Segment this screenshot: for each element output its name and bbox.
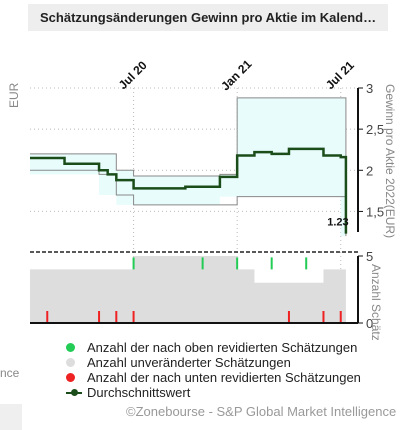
down-revision-mark	[339, 311, 342, 323]
y-tick-label: 2	[366, 163, 373, 178]
count-axis-title: Anzahl Schätzungen	[369, 264, 383, 340]
side-fragment: nce	[0, 366, 20, 380]
y-axis-title: Gewinn pro Aktie 2022(EUR)	[383, 84, 397, 238]
up-revision-mark	[305, 257, 308, 270]
last-value-label: 1.23	[327, 217, 348, 229]
chart: Jul 20 Jan 21 Jul 21 1.23 1,5 2 2,5 3 0 5 Gewinn p…	[7, 57, 397, 340]
count-tick-label: 0	[366, 316, 373, 331]
side-panel	[0, 404, 22, 430]
down-revision-mark	[287, 311, 290, 323]
x-tick-label: Jan 21	[218, 57, 255, 94]
x-tick-label: Jul 20	[116, 58, 150, 92]
down-revision-mark	[132, 311, 135, 323]
y-tick-label: 3	[366, 81, 373, 96]
x-tick-label: Jul 21	[323, 58, 357, 92]
legend-label-down: Anzahl der nach unten revidierten Schätz…	[87, 370, 361, 385]
unchanged-count-area	[30, 256, 346, 323]
down-revision-mark	[98, 311, 101, 323]
up-revision-mark	[270, 257, 273, 270]
y-tick-label: 1,5	[366, 204, 384, 219]
legend: Anzahl der nach oben revidierten Schätzu…	[66, 340, 361, 400]
estimate-range-band	[30, 97, 346, 237]
legend-marker-down	[66, 373, 75, 382]
legend-label-unchanged: Anzahl unveränderter Schätzungen	[87, 355, 291, 370]
down-revision-mark	[46, 311, 49, 323]
legend-label-up: Anzahl der nach oben revidierten Schätzu…	[87, 340, 358, 355]
legend-item-down: Anzahl der nach unten revidierten Schätz…	[66, 370, 361, 385]
legend-item-up: Anzahl der nach oben revidierten Schätzu…	[66, 340, 361, 355]
legend-item-unchanged: Anzahl unveränderter Schätzungen	[66, 355, 361, 370]
down-revision-mark	[322, 311, 325, 323]
up-revision-mark	[132, 257, 135, 270]
y-tick-label: 2,5	[366, 122, 384, 137]
left-unit-label: EUR	[7, 82, 21, 108]
legend-marker-unchanged	[66, 358, 75, 367]
up-revision-mark	[236, 257, 239, 270]
title-bar: Schätzungsänderungen Gewinn pro Aktie im…	[28, 4, 388, 31]
count-tick-label: 5	[366, 249, 373, 264]
legend-item-mean: Durchschnittswert	[66, 385, 361, 400]
credit: ©Zonebourse - S&P Global Market Intellig…	[126, 404, 397, 419]
series-mean-line	[30, 147, 348, 234]
legend-marker-up	[66, 343, 75, 352]
legend-marker-mean	[66, 388, 82, 397]
legend-label-mean: Durchschnittswert	[87, 385, 191, 400]
series-low-line	[30, 169, 347, 237]
down-revision-mark	[115, 311, 118, 323]
up-revision-mark	[201, 257, 204, 270]
